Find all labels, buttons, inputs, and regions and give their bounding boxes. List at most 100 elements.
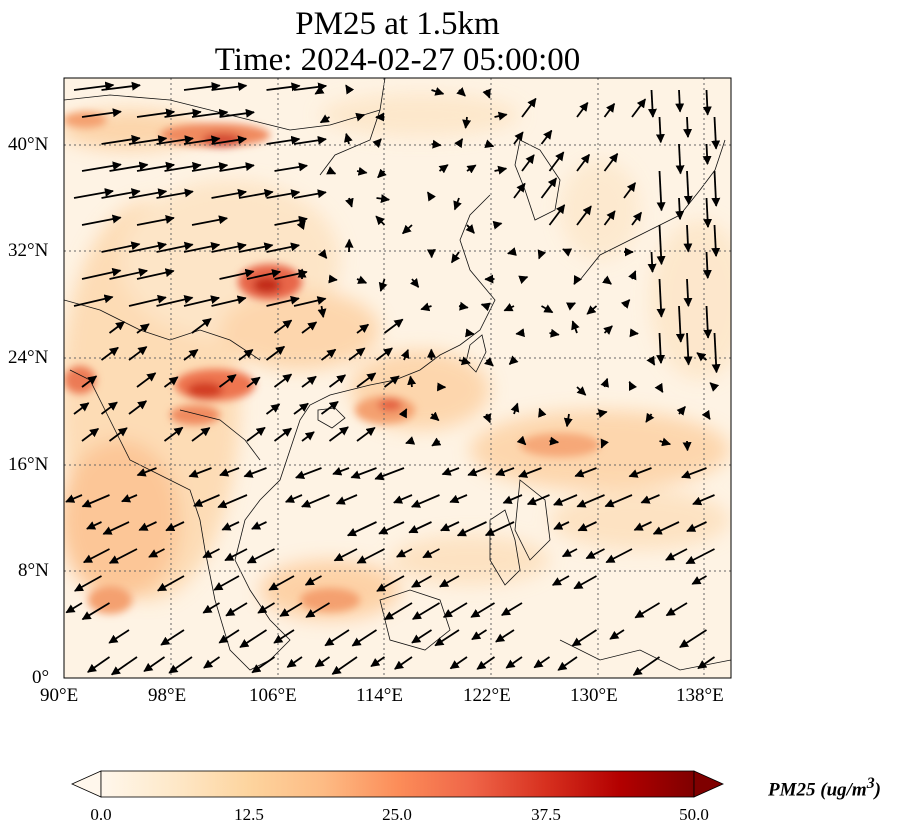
wind-vector: [442, 602, 468, 618]
wind-vector: [434, 629, 460, 647]
wind-vector: [400, 348, 410, 361]
wind-vector: [156, 241, 194, 253]
wind-vector: [345, 84, 355, 95]
wind-vector: [331, 656, 358, 675]
wind-vector: [553, 494, 578, 506]
wind-vector: [183, 82, 221, 91]
wind-vector: [686, 521, 707, 533]
wind-vector: [293, 296, 327, 307]
wind-vector: [398, 408, 408, 419]
wind-vector: [218, 374, 237, 388]
wind-vector: [495, 629, 515, 643]
wind-vector: [333, 548, 358, 562]
wind-vector: [202, 548, 220, 559]
wind-vector: [438, 164, 449, 174]
wind-vector: [164, 161, 202, 172]
wind-vector: [604, 494, 633, 508]
wind-vector: [136, 268, 175, 280]
wind-vector: [628, 270, 637, 281]
wind-vector: [439, 575, 460, 588]
wind-vector: [702, 89, 712, 116]
wind-vector: [266, 189, 301, 199]
colorbar-tick-2: 25.0: [382, 805, 412, 824]
wind-vector: [682, 440, 692, 452]
wind-vector: [551, 575, 570, 586]
wind-vector: [320, 348, 337, 361]
wind-vector: [211, 242, 247, 253]
wind-vector: [73, 294, 114, 307]
wind-vector: [518, 467, 542, 478]
wind-vector: [239, 629, 267, 648]
wind-vector: [709, 382, 720, 392]
wind-vector: [301, 494, 330, 508]
wind-vector: [268, 575, 295, 591]
wind-vector: [503, 303, 515, 312]
wind-vector: [301, 321, 318, 334]
wind-vector: [576, 101, 589, 118]
wind-vector: [407, 375, 417, 388]
wind-vector: [431, 139, 442, 149]
wind-vector: [101, 188, 141, 199]
wind-vector: [701, 409, 711, 420]
wind-vector: [101, 134, 141, 145]
wind-vector: [65, 602, 83, 614]
wind-vector: [412, 602, 440, 620]
wind-vector: [314, 656, 331, 668]
colorbar-gradient: [100, 770, 695, 798]
wind-vector: [703, 197, 713, 228]
y-tick-1: 8°N: [18, 560, 49, 581]
wind-vector: [163, 376, 179, 388]
wind-vector: [629, 328, 639, 338]
wind-vector: [541, 304, 554, 314]
wind-vector: [81, 267, 122, 280]
wind-vector: [521, 154, 535, 172]
wind-vector: [266, 295, 300, 307]
wind-vector: [293, 135, 327, 145]
wind-vector: [355, 112, 366, 122]
wind-vector: [345, 197, 354, 208]
wind-vector: [465, 224, 475, 234]
wind-vector: [449, 656, 468, 670]
wind-vector: [458, 356, 471, 366]
wind-vector: [376, 575, 405, 592]
wind-vector: [238, 188, 274, 199]
wind-vector: [286, 656, 303, 668]
wind-vector: [521, 97, 537, 118]
wind-vector: [495, 467, 515, 477]
wind-vector: [482, 88, 491, 99]
wind-vector: [561, 548, 578, 558]
wind-vector: [356, 323, 370, 334]
wind-vector: [692, 494, 715, 506]
wind-vector: [203, 656, 221, 669]
wind-vector: [603, 325, 613, 335]
wind-vector: [441, 467, 460, 476]
wind-vector: [656, 170, 666, 212]
wind-vector: [295, 467, 322, 480]
wind-vector: [576, 153, 591, 172]
colorbar: [71, 770, 724, 798]
wind-vector: [305, 602, 330, 618]
wind-vector: [634, 602, 660, 619]
wind-vector: [136, 372, 157, 388]
wind-vector: [81, 375, 98, 388]
wind-vector: [160, 629, 185, 646]
wind-vector: [395, 548, 413, 558]
wind-vector: [665, 602, 688, 617]
wind-vector: [462, 116, 472, 129]
wind-vector: [603, 102, 616, 118]
wind-vector: [470, 602, 495, 618]
wind-vector: [476, 656, 496, 670]
wind-vector: [683, 332, 693, 366]
wind-vector: [510, 402, 520, 415]
wind-vector: [620, 299, 631, 309]
wind-vector: [121, 494, 138, 503]
wind-vector: [600, 438, 609, 449]
wind-vector: [301, 431, 315, 442]
wind-vector: [549, 436, 560, 446]
wind-vector: [163, 426, 184, 442]
x-tick-2: 106°E: [249, 685, 297, 706]
y-tick-2: 16°N: [8, 454, 49, 475]
wind-vector: [633, 521, 652, 531]
wind-vector: [456, 87, 466, 97]
wind-vector: [238, 242, 274, 253]
